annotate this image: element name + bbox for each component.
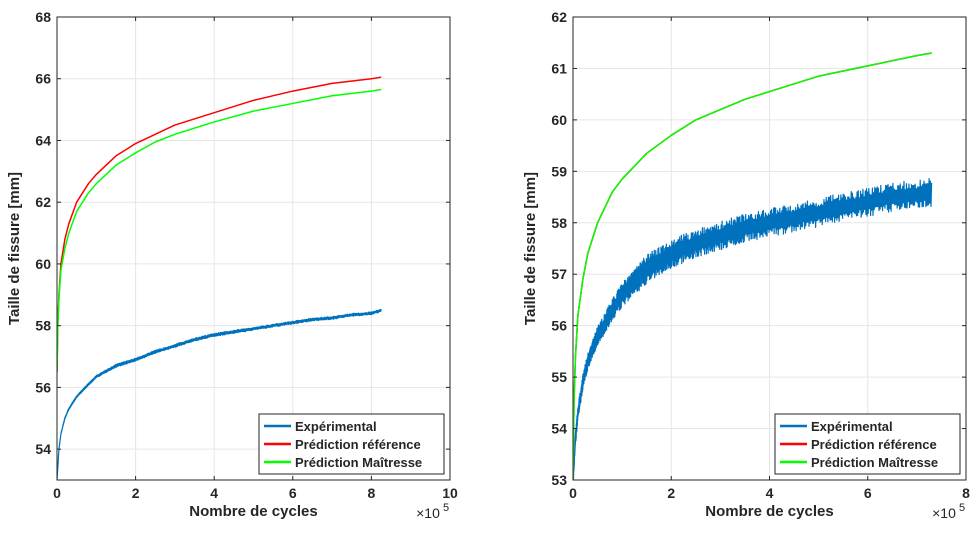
x-tick-label: 2 [132,485,140,501]
y-tick-label: 56 [551,318,567,334]
series-group [573,52,933,480]
x-tick-label: 6 [864,485,872,501]
x-axis-label: Nombre de cycles [189,503,317,520]
y-tick-label: 68 [35,9,51,25]
y-tick-label: 54 [35,441,51,457]
legend-label-prediction-reference: Prédiction référence [811,437,937,452]
x-axis-multiplier: ×10 [416,505,440,521]
y-tick-label: 54 [551,421,567,437]
y-tick-label: 53 [551,472,567,488]
series-line-experimental [573,178,933,480]
x-tick-label: 4 [210,485,218,501]
legend: Expérimental Prédiction référence Prédicti… [258,413,445,475]
y-tick-label: 62 [551,9,567,25]
y-axis-label: Taille de fissure [mm] [522,172,539,325]
x-axis-multiplier-exponent: 5 [443,502,449,514]
legend-label-prediction-reference: Prédiction référence [295,437,421,452]
legend: Expérimental Prédiction référence Prédicti… [774,413,961,475]
legend-label-experimental: Expérimental [811,419,893,434]
y-tick-label: 56 [35,379,51,395]
y-tick-label: 59 [551,163,567,179]
x-tick-label: 6 [289,485,297,501]
y-tick-label: 60 [551,112,567,128]
y-tick-label: 60 [35,256,51,272]
x-tick-label: 0 [569,485,577,501]
y-tick-label: 58 [35,318,51,334]
y-tick-label: 58 [551,215,567,231]
x-axis-multiplier: ×10 [932,505,956,521]
x-tick-label: 4 [766,485,774,501]
x-tick-label: 8 [368,485,376,501]
x-tick-label: 10 [442,485,458,501]
series-line-prediction-maitresse [57,88,382,372]
y-tick-label: 64 [35,132,51,148]
legend-label-experimental: Expérimental [295,419,377,434]
y-tick-label: 55 [551,369,567,385]
y-tick-label: 61 [551,60,567,76]
y-tick-label: 66 [35,71,51,87]
y-tick-label: 62 [35,194,51,210]
y-tick-label: 57 [551,266,567,282]
plot-area [57,17,450,480]
legend-label-prediction-maitresse: Prédiction Maîtresse [295,455,422,470]
x-tick-label: 8 [962,485,970,501]
x-tick-label: 2 [667,485,675,501]
chart-right: 0 2 4 6 8 53 54 55 56 57 58 59 60 61 62 Nombre de cycle… [522,9,970,521]
axes-box [56,16,451,481]
x-axis-multiplier-exponent: 5 [959,502,965,514]
series-line-experimental [57,308,382,480]
legend-label-prediction-maitresse: Prédiction Maîtresse [811,455,938,470]
y-axis-label: Taille de fissure [mm] [6,172,23,325]
x-axis-label: Nombre de cycles [705,503,833,520]
series-line-prediction-maitresse [573,52,932,480]
x-tick-label: 0 [53,485,61,501]
